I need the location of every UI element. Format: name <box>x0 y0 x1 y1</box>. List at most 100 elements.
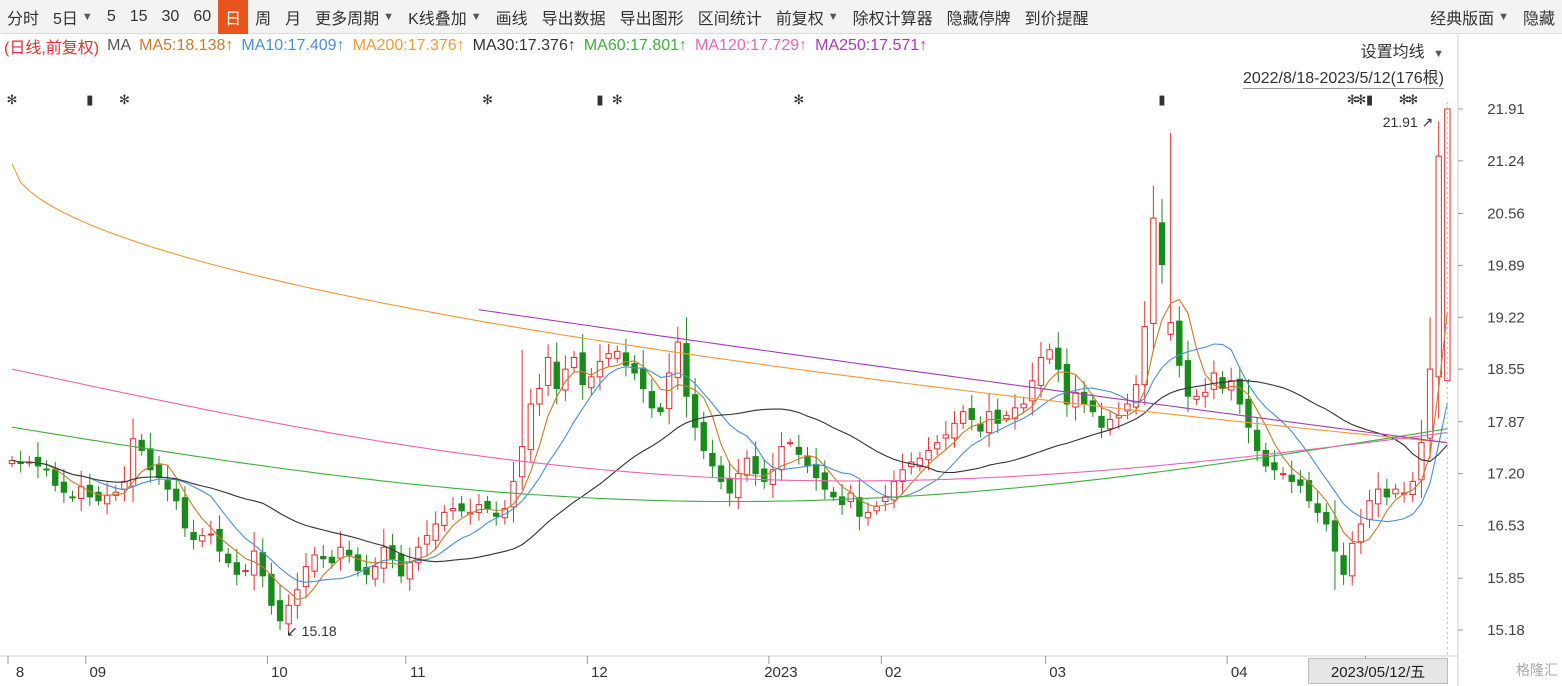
candle-body-down <box>1314 503 1321 513</box>
candle-body-up <box>942 434 950 439</box>
candle-body-up <box>1210 372 1218 390</box>
candle-body-up <box>285 604 292 625</box>
candle-body-up <box>242 569 249 572</box>
candle-body-up <box>1357 523 1365 543</box>
candle-body-up <box>415 546 422 564</box>
left-toolbar-item-3[interactable]: 15 <box>123 0 155 34</box>
left-toolbar-item-8[interactable]: 月 <box>278 0 308 34</box>
candle-body-up <box>544 357 552 386</box>
toolbar: 分时 5日 ▼ 5 15 30 60 日周月更多周期 ▼ K线叠加 ▼ 画线 导出数据 导出图形 区间统计前… <box>0 0 1562 34</box>
candle-body-up <box>605 353 612 359</box>
left-toolbar-item-16[interactable]: 除权计算器 <box>846 0 940 34</box>
x-tick-label: 11 <box>410 664 426 681</box>
candle-body-up <box>371 566 379 580</box>
candle-body-down <box>484 501 491 510</box>
toolbar-item-label: 周 <box>255 10 272 28</box>
candle-body-down <box>259 552 266 577</box>
left-toolbar-item-15[interactable]: 前复权 ▼ <box>769 0 846 34</box>
left-toolbar-item-17[interactable]: 隐藏停牌 <box>940 0 1018 34</box>
y-tick-label: 16.53 <box>1487 518 1525 535</box>
toolbar-item-label: 30 <box>161 7 180 25</box>
left-toolbar-item-1[interactable]: 5日 ▼ <box>46 0 100 34</box>
right-toolbar-item-0[interactable]: 经典版面 ▼ <box>1423 0 1516 34</box>
toolbar-item-label: 日 <box>225 10 242 28</box>
candle-body-up <box>527 403 534 451</box>
y-tick-label: 17.20 <box>1487 466 1525 483</box>
left-toolbar-item-6[interactable]: 日 <box>218 0 249 34</box>
legend-item-4: MA60:17.801↑ <box>583 37 688 54</box>
event-marker-icon: ✻ <box>1399 93 1410 108</box>
ma-settings-dropdown[interactable]: 设置均线 ▼ <box>1361 38 1444 62</box>
candle-body-down <box>320 556 327 560</box>
candle-body-up <box>934 442 941 450</box>
left-toolbar-item-0[interactable]: 分时 <box>0 0 46 34</box>
candle-body-up <box>432 523 439 541</box>
candle-body-up <box>475 504 483 513</box>
toolbar-item-label: 导出数据 <box>541 10 606 28</box>
x-tick-label: 10 <box>271 664 288 681</box>
candle-body-up <box>1046 349 1053 360</box>
event-marker-icon: ✻ <box>612 93 623 108</box>
left-toolbar-item-4[interactable]: 30 <box>155 0 187 34</box>
toolbar-item-label: 前复权 <box>775 10 824 28</box>
candle-body-down <box>648 391 656 409</box>
left-toolbar-item-18[interactable]: 到价提醒 <box>1018 0 1096 34</box>
x-tick-label: 03 <box>1049 664 1066 681</box>
candle-body-up <box>1072 391 1079 408</box>
candle-body-down <box>830 491 837 498</box>
candle-body-down <box>363 566 370 575</box>
candle-body-up <box>1392 488 1399 495</box>
event-marker-icon: ✻ <box>793 93 804 108</box>
candle-body-up <box>1202 391 1209 397</box>
candle-body-down <box>216 528 223 552</box>
candle-body-down <box>838 496 846 506</box>
left-toolbar-item-13[interactable]: 导出图形 <box>613 0 691 34</box>
ma30-line <box>11 379 1448 563</box>
candle-body-down <box>1323 511 1330 525</box>
candle-body-up <box>787 442 794 445</box>
candle-body-up <box>423 535 431 545</box>
right-toolbar-item-1[interactable]: 隐藏 <box>1516 0 1562 34</box>
left-toolbar-item-5[interactable]: 60 <box>186 0 218 34</box>
candle-body-down <box>640 367 647 389</box>
candle-body-up <box>1124 403 1131 412</box>
candle-body-up <box>337 546 344 559</box>
candle-body-down <box>346 549 353 556</box>
candle-body-up <box>735 473 742 499</box>
left-toolbar-item-12[interactable]: 导出数据 <box>535 0 613 34</box>
date-range-label: 2022/8/18-2023/5/12(176根) <box>1242 64 1444 89</box>
candle-body-down <box>553 361 560 389</box>
candle-body-up <box>882 496 889 503</box>
toolbar-item-label: 5 <box>106 7 116 25</box>
candle-body-up <box>406 562 413 580</box>
toolbar-item-label: 5日 <box>53 10 78 28</box>
left-toolbar-item-14[interactable]: 区间统计 <box>691 0 769 34</box>
chevron-down-icon: ▼ <box>827 10 839 23</box>
left-toolbar-item-9[interactable]: 更多周期 ▼ <box>308 0 401 34</box>
candle-body-up <box>985 411 993 434</box>
candle-body-down <box>579 352 586 386</box>
candle-body-down <box>181 497 189 529</box>
left-toolbar-item-11[interactable]: 画线 <box>489 0 535 34</box>
period-toolbar: 分时 5日 ▼ 5 15 30 60 日周月更多周期 ▼ K线叠加 ▼ 画线 导出数据 导出图形 区间统计前… <box>0 0 1096 34</box>
chevron-down-icon: ▼ <box>470 10 482 23</box>
event-marker-icon: ▮ <box>1366 93 1373 108</box>
candle-body-up <box>1132 384 1140 408</box>
toolbar-item-label: 月 <box>285 10 302 28</box>
left-toolbar-item-10[interactable]: K线叠加 ▼ <box>401 0 489 34</box>
candle-body-down <box>164 480 171 490</box>
candle-body-down <box>1055 347 1062 370</box>
toolbar-item-label: 经典版面 <box>1430 10 1495 28</box>
candle-body-down <box>1262 449 1269 467</box>
candle-body-down <box>493 512 500 517</box>
candle-body-down <box>1081 391 1088 405</box>
candle-body-down <box>856 497 863 517</box>
candle-body-down <box>60 481 68 493</box>
left-toolbar-item-2[interactable]: 5 <box>100 0 123 34</box>
candle-body-down <box>1340 555 1347 575</box>
candle-body-up <box>1106 418 1114 430</box>
left-toolbar-item-7[interactable]: 周 <box>248 0 278 34</box>
candle-body-down <box>233 562 240 575</box>
candle-body-down <box>95 491 102 502</box>
